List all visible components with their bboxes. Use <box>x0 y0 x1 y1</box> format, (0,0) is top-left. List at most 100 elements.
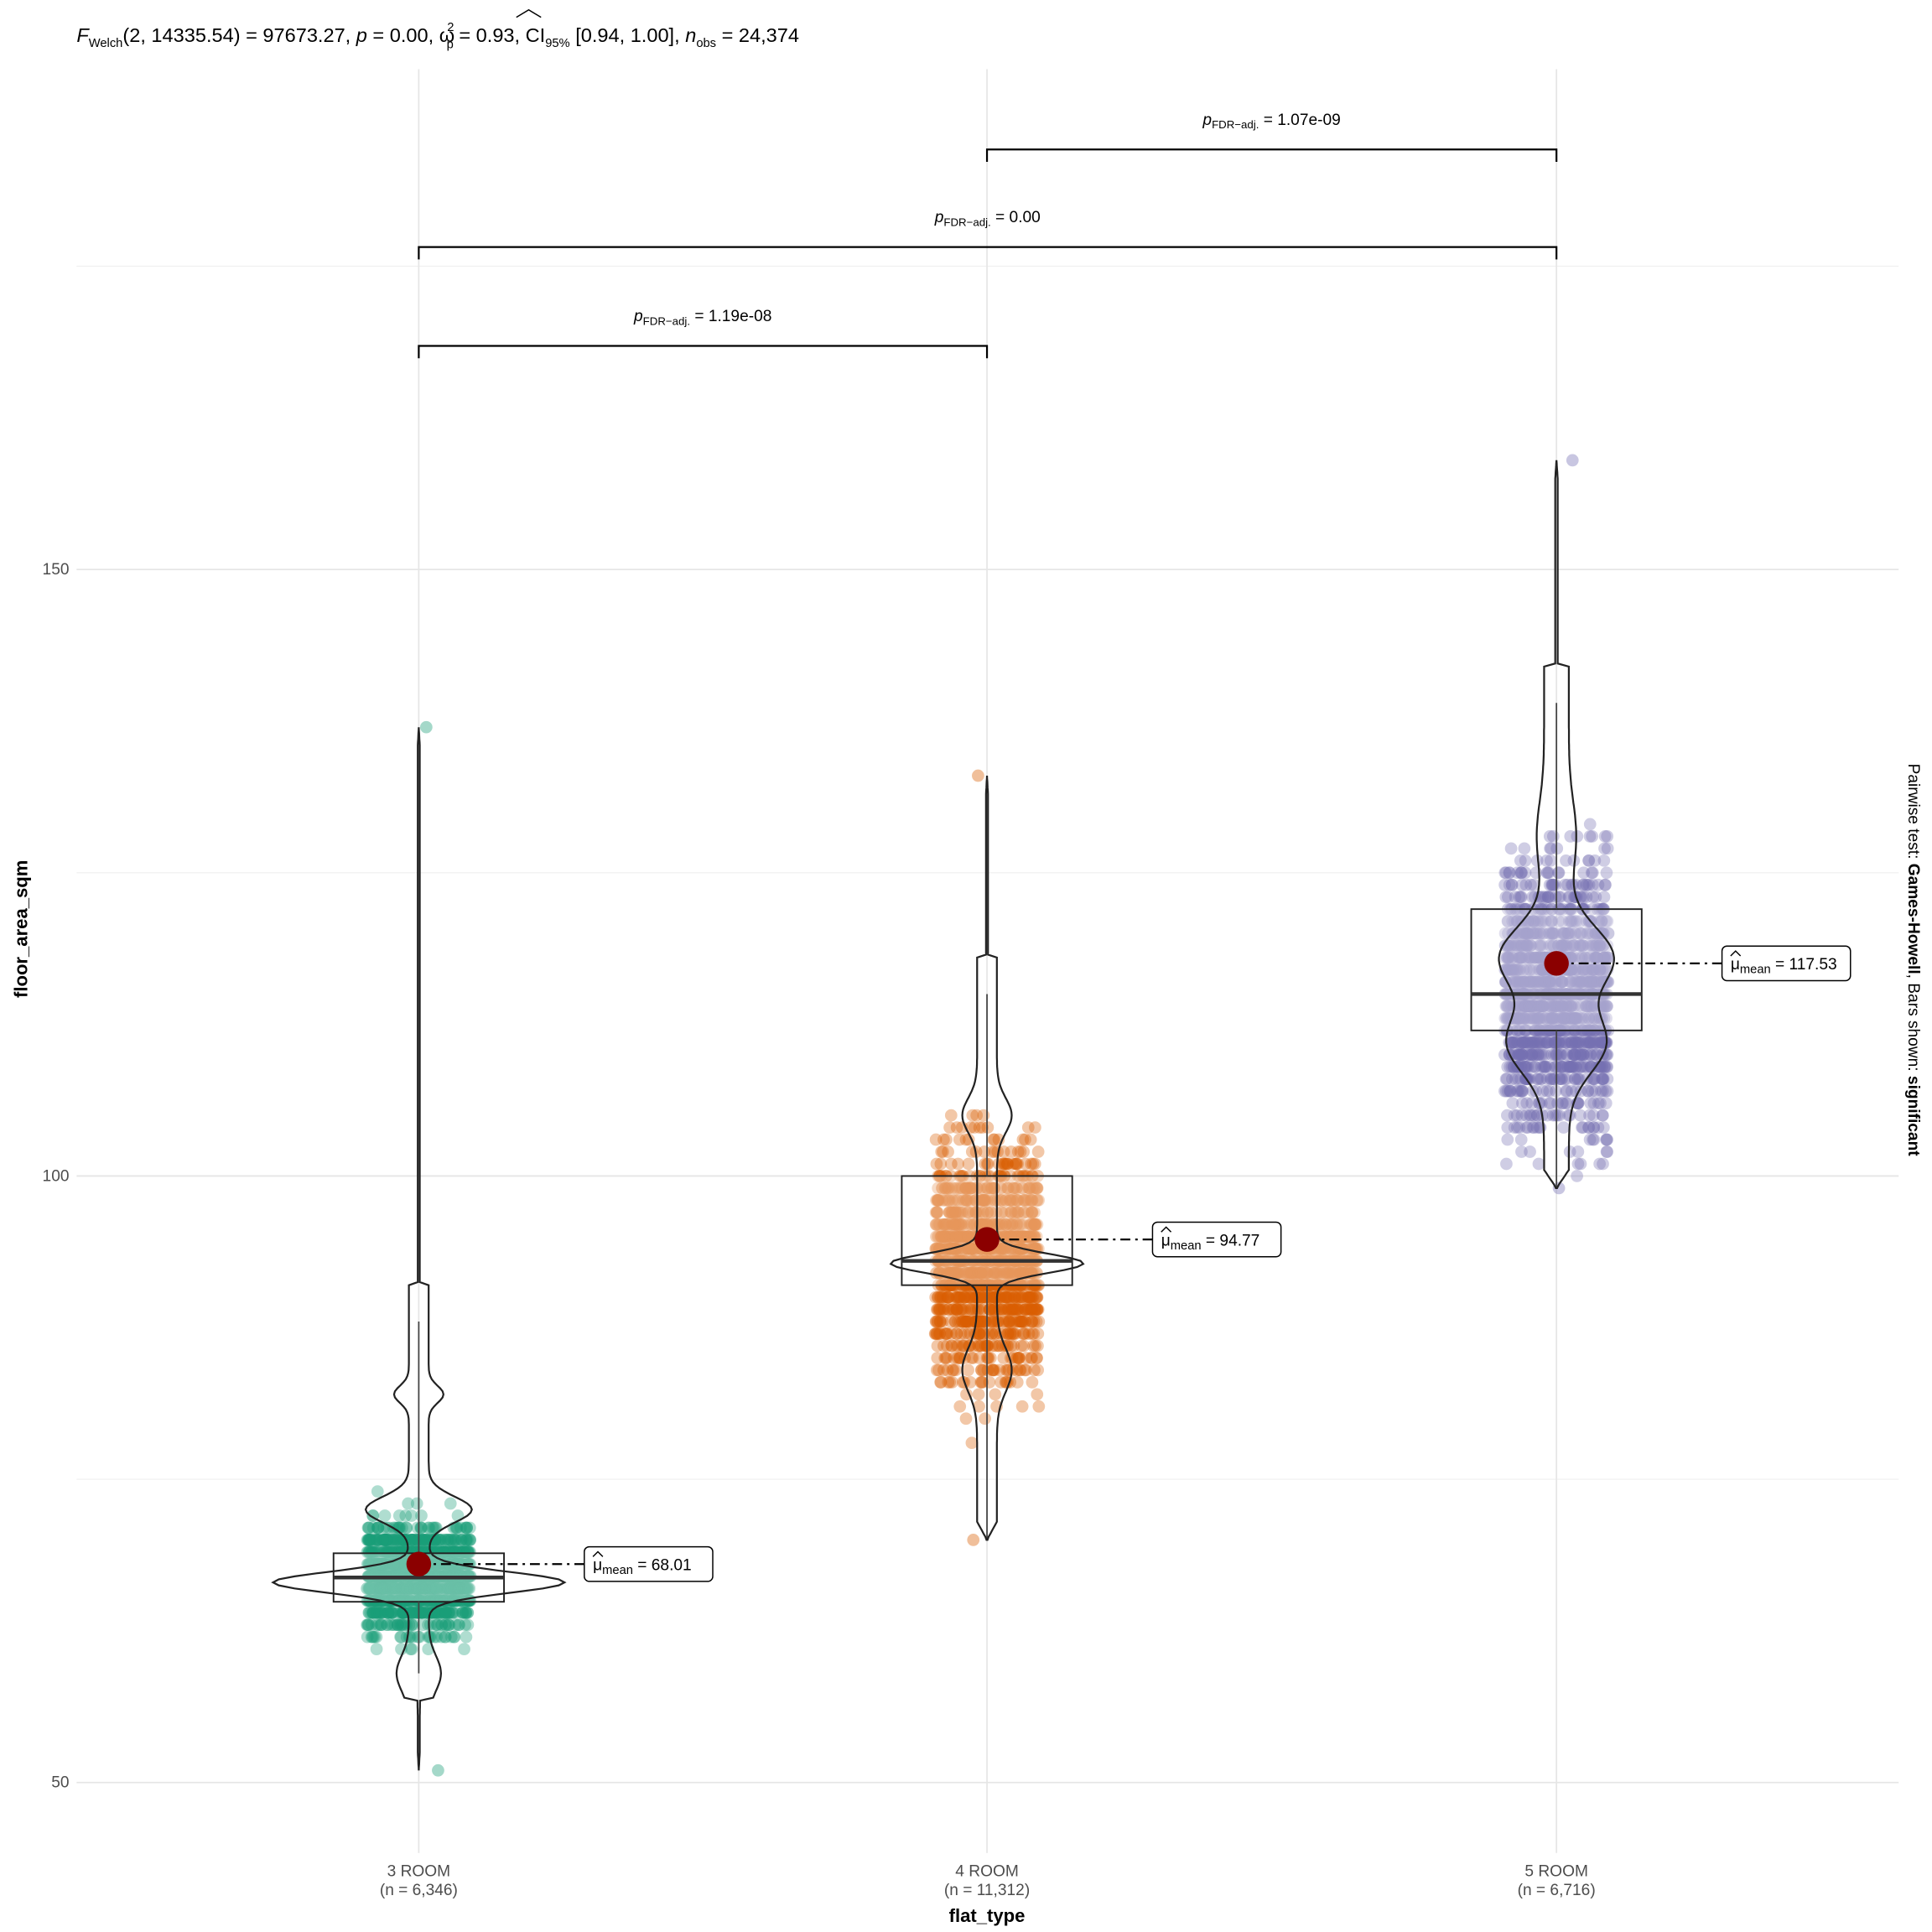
data-point <box>382 1606 394 1619</box>
data-point <box>416 1581 428 1595</box>
data-point <box>366 1545 379 1559</box>
data-point <box>367 1594 380 1607</box>
data-point <box>377 1581 390 1595</box>
data-point <box>975 1375 989 1389</box>
data-point <box>1576 1060 1589 1073</box>
data-point <box>444 1606 458 1619</box>
data-point <box>395 1581 408 1595</box>
data-point <box>453 1581 465 1595</box>
data-point <box>384 1534 397 1546</box>
data-point <box>1597 1157 1609 1171</box>
data-point <box>377 1581 390 1595</box>
data-point <box>968 1291 981 1304</box>
data-point <box>405 1643 418 1655</box>
data-point <box>433 1581 445 1595</box>
data-point <box>1571 1036 1583 1049</box>
data-point <box>385 1606 398 1619</box>
data-point <box>1555 1060 1569 1073</box>
data-point <box>432 1594 445 1607</box>
data-point <box>450 1581 464 1595</box>
data-point <box>393 1618 407 1632</box>
data-point <box>981 1339 995 1353</box>
data-point <box>395 1581 408 1595</box>
data-point <box>462 1545 475 1559</box>
data-point <box>431 1618 444 1632</box>
data-point <box>439 1581 452 1595</box>
data-point <box>456 1606 469 1619</box>
data-point <box>451 1545 465 1559</box>
data-point <box>405 1509 418 1522</box>
data-point <box>968 1121 981 1134</box>
data-point <box>432 1545 444 1559</box>
data-point <box>361 1521 375 1535</box>
data-point <box>1026 1339 1040 1353</box>
data-point <box>368 1630 382 1644</box>
data-point <box>387 1545 401 1559</box>
data-point <box>372 1534 386 1546</box>
data-point <box>1505 1072 1519 1086</box>
data-point <box>418 1581 431 1595</box>
data-point <box>1501 1133 1514 1146</box>
data-point <box>450 1545 464 1559</box>
data-point <box>363 1581 377 1595</box>
data-point <box>443 1545 456 1559</box>
data-point <box>433 1534 446 1546</box>
data-point <box>420 1594 433 1607</box>
data-point <box>372 1618 385 1632</box>
data-point <box>447 1545 460 1559</box>
data-point <box>1518 842 1531 855</box>
data-point <box>437 1545 450 1559</box>
data-point <box>423 1594 436 1607</box>
data-point <box>449 1606 462 1619</box>
data-point <box>1020 1352 1033 1364</box>
data-point <box>401 1594 414 1607</box>
data-point <box>460 1521 474 1535</box>
data-point <box>434 1545 448 1559</box>
data-point <box>950 1303 963 1316</box>
data-point <box>418 1581 431 1595</box>
x-tick-n-label: (n = 11,312) <box>944 1882 1030 1899</box>
data-point <box>1498 878 1511 891</box>
data-point <box>370 1534 383 1546</box>
data-point <box>366 1606 380 1619</box>
data-point <box>438 1606 451 1619</box>
data-point <box>442 1618 455 1632</box>
data-point <box>428 1594 441 1607</box>
data-point <box>436 1545 449 1559</box>
data-point <box>1498 1084 1511 1098</box>
data-point <box>978 1145 991 1158</box>
data-point <box>1597 854 1611 867</box>
data-point <box>451 1581 464 1595</box>
data-point <box>439 1545 451 1559</box>
data-point <box>393 1545 407 1559</box>
data-point <box>1017 1327 1031 1340</box>
data-point <box>392 1557 406 1571</box>
data-point <box>979 1412 991 1426</box>
data-point <box>397 1545 410 1559</box>
data-point <box>439 1606 452 1619</box>
data-point <box>452 1581 465 1595</box>
data-point <box>1557 1121 1570 1134</box>
data-point <box>456 1534 470 1546</box>
data-point <box>392 1509 406 1522</box>
data-point <box>1010 1303 1024 1316</box>
data-point <box>1596 1072 1609 1086</box>
data-point <box>403 1581 416 1595</box>
data-point <box>392 1521 406 1535</box>
data-point <box>392 1545 405 1559</box>
data-point <box>411 1581 424 1595</box>
data-point <box>391 1618 404 1632</box>
data-point <box>425 1545 439 1559</box>
data-point <box>397 1606 410 1619</box>
data-point <box>419 1581 433 1595</box>
data-point <box>1601 842 1614 855</box>
data-point <box>1010 1315 1023 1328</box>
data-point <box>428 1594 442 1607</box>
data-point <box>1536 1084 1550 1098</box>
comparison-bracket <box>418 345 989 359</box>
data-point <box>378 1545 392 1559</box>
data-point <box>1007 1339 1021 1353</box>
data-point <box>362 1521 376 1535</box>
